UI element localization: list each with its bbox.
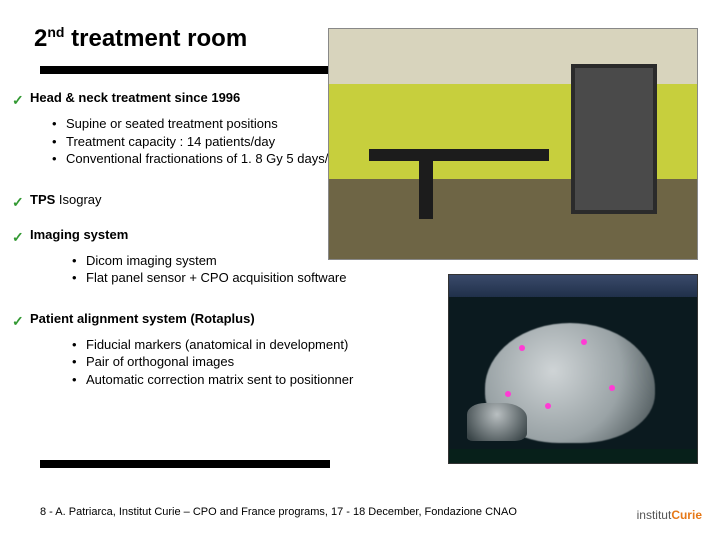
bullet-icon: •: [52, 150, 66, 168]
tps-rest: Isogray: [55, 192, 101, 207]
treatment-room-photo: [328, 28, 698, 260]
footer-text: 8 - A. Patriarca, Institut Curie – CPO a…: [40, 506, 517, 518]
xray-screenshot: [448, 274, 698, 464]
slide: 2nd treatment room ✓ Head & neck treatme…: [0, 0, 720, 540]
list-item: •Flat panel sensor + CPO acquisition sof…: [72, 269, 432, 287]
check-icon: ✓: [12, 90, 30, 109]
fiducial-marker: [519, 345, 525, 351]
title-prefix: 2: [34, 25, 47, 52]
section4-list: •Fiducial markers (anatomical in develop…: [72, 336, 432, 389]
bullet-icon: •: [72, 371, 86, 389]
title-sup: nd: [47, 24, 64, 40]
logo-curie: Curie: [671, 508, 702, 522]
item-text: Supine or seated treatment positions: [66, 115, 278, 133]
bullet-icon: •: [72, 252, 86, 270]
institut-curie-logo: institutCurie: [637, 508, 702, 522]
check-icon: ✓: [12, 192, 30, 211]
item-text: Flat panel sensor + CPO acquisition soft…: [86, 269, 347, 287]
xray-statusbar: [449, 449, 697, 463]
fiducial-marker: [545, 403, 551, 409]
divider-bottom: [40, 460, 330, 468]
photo-table-leg: [419, 161, 433, 219]
item-text: Conventional fractionations of 1. 8 Gy 5…: [66, 150, 338, 168]
list-item: •Pair of orthogonal images: [72, 353, 432, 371]
photo-table: [369, 149, 549, 161]
section1-heading: Head & neck treatment since 1996: [30, 90, 240, 105]
logo-institut: institut: [637, 508, 672, 522]
xray-neck: [467, 403, 527, 441]
check-icon: ✓: [12, 311, 30, 330]
list-item: •Automatic correction matrix sent to pos…: [72, 371, 432, 389]
item-text: Treatment capacity : 14 patients/day: [66, 133, 275, 151]
fiducial-marker: [505, 391, 511, 397]
fiducial-marker: [581, 339, 587, 345]
title-rest: treatment room: [64, 25, 247, 52]
bullet-icon: •: [52, 115, 66, 133]
item-text: Dicom imaging system: [86, 252, 217, 270]
section4-heading: Patient alignment system (Rotaplus): [30, 311, 255, 326]
bullet-icon: •: [72, 269, 86, 287]
check-icon: ✓: [12, 227, 30, 246]
bullet-icon: •: [52, 133, 66, 151]
item-text: Fiducial markers (anatomical in developm…: [86, 336, 348, 354]
tps-bold: TPS: [30, 192, 55, 207]
section-alignment: ✓ Patient alignment system (Rotaplus): [12, 311, 432, 330]
list-item: •Fiducial markers (anatomical in develop…: [72, 336, 432, 354]
photo-gantry: [571, 64, 657, 214]
fiducial-marker: [609, 385, 615, 391]
item-text: Pair of orthogonal images: [86, 353, 234, 371]
bullet-icon: •: [72, 336, 86, 354]
section2-heading: TPS Isogray: [30, 192, 102, 207]
bullet-icon: •: [72, 353, 86, 371]
divider-top: [40, 66, 330, 74]
section3-heading: Imaging system: [30, 227, 128, 242]
item-text: Automatic correction matrix sent to posi…: [86, 371, 353, 389]
xray-titlebar: [449, 275, 697, 297]
